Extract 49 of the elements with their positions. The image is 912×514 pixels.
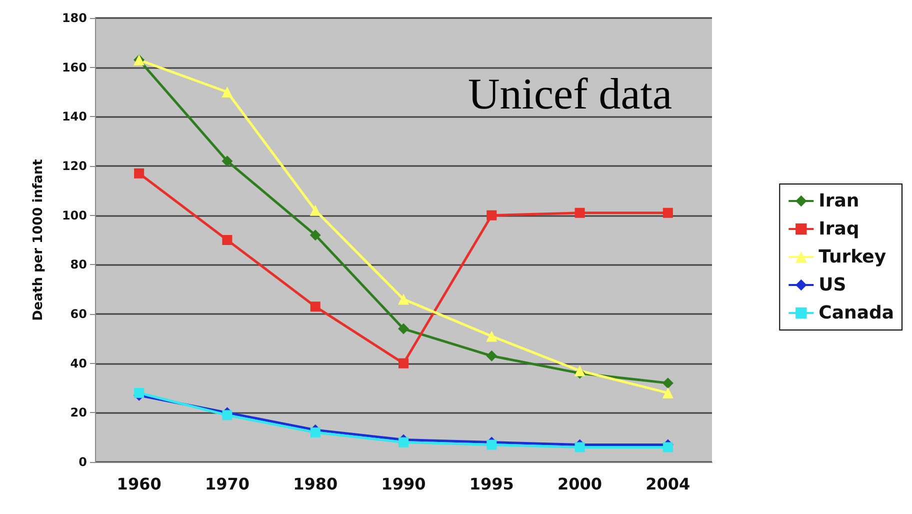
y-tick-label: 0	[78, 455, 87, 469]
x-tick-label: 1970	[204, 474, 250, 494]
point	[222, 410, 232, 420]
point	[574, 208, 585, 218]
y-tick-label: 100	[62, 208, 87, 222]
y-tick-label: 40	[70, 356, 87, 370]
point	[310, 230, 321, 241]
y-tick-label: 140	[62, 110, 87, 124]
x-tick-label: 1960	[116, 474, 162, 494]
y-axis-title: Death per 1000 infant	[31, 159, 46, 321]
point	[486, 330, 498, 342]
x-tick-label: 2004	[646, 474, 690, 494]
point	[486, 440, 497, 450]
point	[134, 388, 144, 398]
point	[486, 350, 498, 362]
legend-label: Iraq	[818, 218, 860, 240]
x-tick-label: 1995	[469, 474, 514, 494]
point	[310, 427, 320, 438]
legend-label: Turkey	[818, 246, 886, 268]
point	[574, 442, 585, 452]
x-tick-label: 1990	[381, 474, 426, 494]
point	[486, 210, 497, 220]
point	[398, 323, 409, 334]
point	[662, 378, 674, 389]
y-tick-label: 120	[62, 159, 87, 173]
point	[222, 235, 232, 245]
y-tick-label: 60	[70, 307, 87, 321]
point	[662, 208, 673, 218]
y-tick-label: 20	[70, 406, 87, 420]
y-tick-label: 160	[62, 60, 87, 74]
y-tick-label: 180	[62, 11, 87, 25]
point	[222, 86, 233, 98]
point	[574, 365, 586, 376]
x-tick-label: 2000	[558, 474, 602, 494]
point	[222, 156, 233, 167]
annotation: Unicef data	[468, 70, 672, 118]
point	[398, 294, 409, 305]
legend-label: Iran	[818, 190, 860, 212]
point	[310, 302, 320, 312]
point	[398, 358, 408, 368]
legend-label: Canada	[818, 302, 894, 324]
point	[134, 168, 144, 178]
point	[310, 204, 321, 216]
y-tick-label: 80	[70, 258, 87, 272]
legend-label: US	[818, 274, 846, 296]
point	[662, 442, 673, 452]
point	[662, 387, 674, 398]
point	[398, 437, 408, 448]
x-tick-label: 1980	[293, 474, 338, 494]
